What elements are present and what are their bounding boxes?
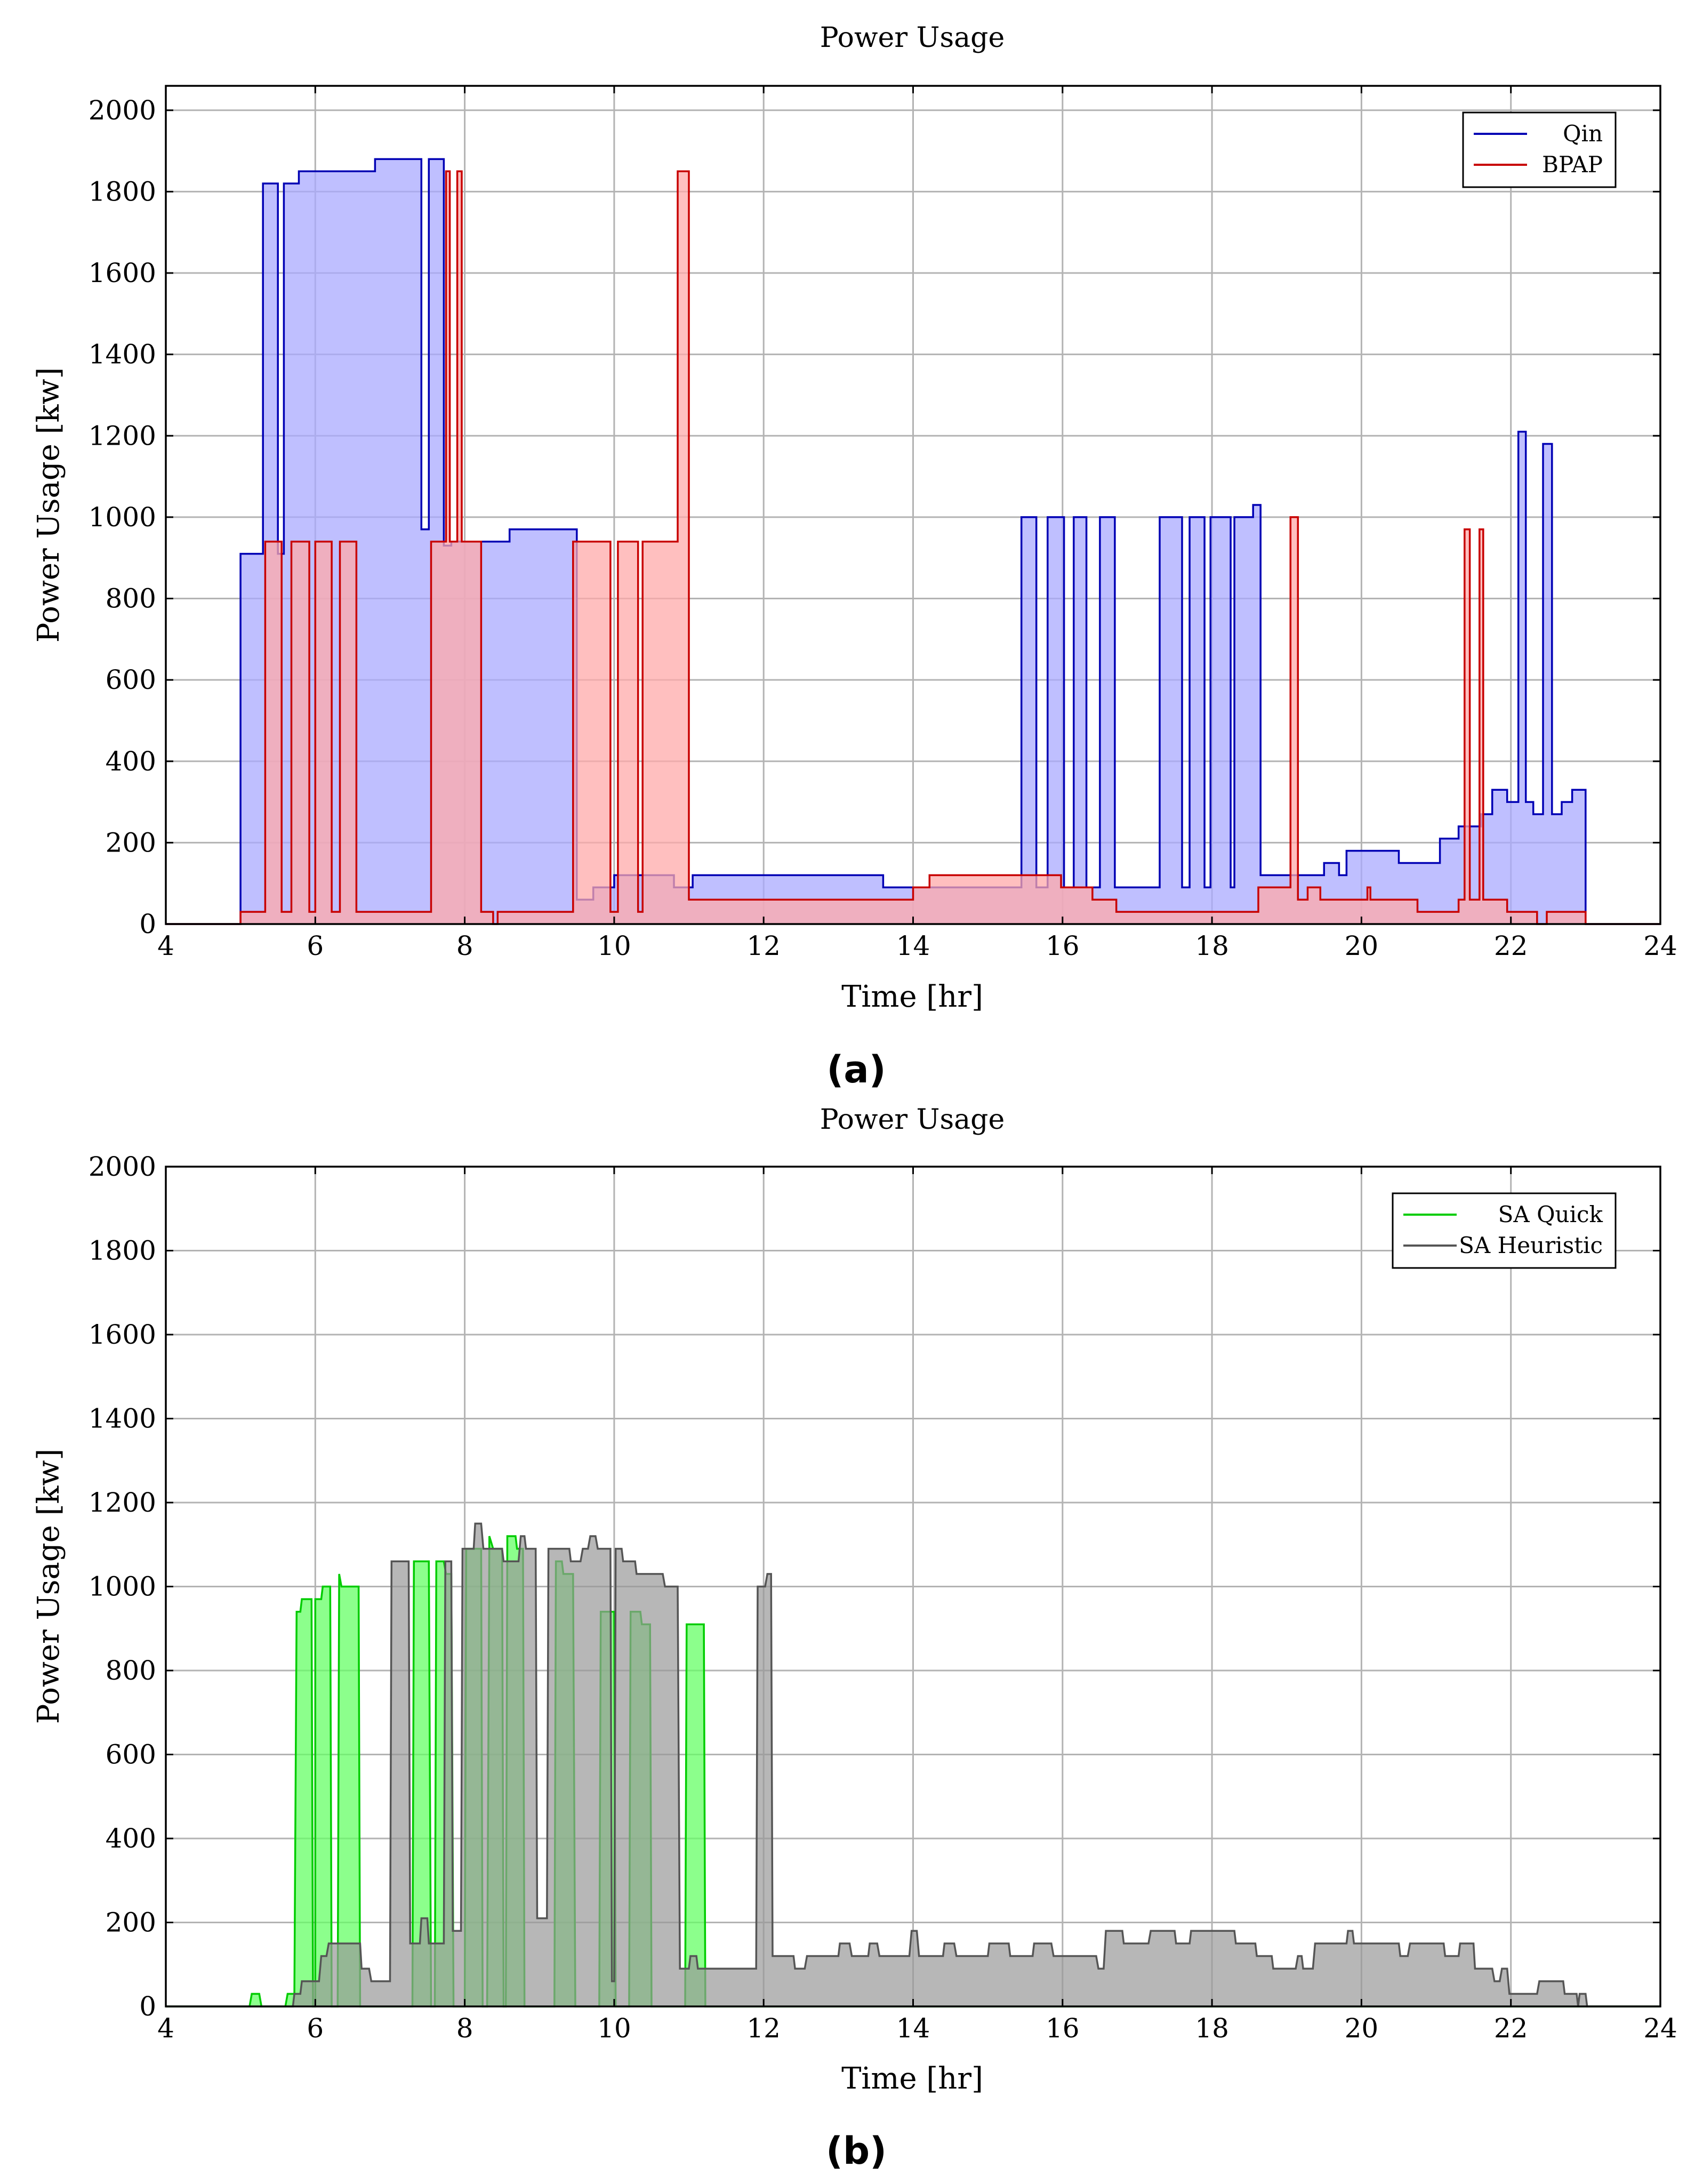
x-tick-label: 4	[157, 2013, 174, 2044]
legend: SA Quick SA Heuristic	[1392, 1192, 1617, 1269]
y-tick-label: 600	[106, 1739, 156, 1770]
legend-label: Qin	[1563, 121, 1603, 147]
chart-panel-a: Power Usage 4 6 8 10 12 14 16 18 20 22 24 0 200 400 60…	[31, 22, 1677, 1091]
x-tick-label: 6	[307, 2013, 324, 2044]
y-tick-label: 1000	[89, 1571, 156, 1602]
x-axis-label: Time [hr]	[841, 2061, 983, 2096]
x-tick-label: 10	[597, 2013, 631, 2044]
x-tick-label: 18	[1195, 2013, 1229, 2044]
legend-box	[1392, 1192, 1617, 1269]
x-tick-label: 24	[1643, 2013, 1677, 2044]
y-tick-label: 1400	[89, 339, 156, 370]
x-tick-label: 10	[597, 930, 631, 961]
legend-label: BPAP	[1542, 151, 1603, 178]
x-tick-label: 8	[456, 930, 473, 961]
series-line-0	[166, 158, 1660, 925]
x-tick-label: 16	[1046, 930, 1080, 961]
legend-label: SA Quick	[1498, 1201, 1603, 1227]
y-tick-label: 800	[106, 1655, 156, 1686]
y-tick-label: 1800	[89, 176, 156, 207]
y-tick-label: 0	[139, 909, 156, 940]
series-area-0	[166, 159, 1660, 924]
caption-b: (b)	[826, 2129, 887, 2173]
legend-box	[1462, 111, 1617, 188]
y-tick-label: 800	[106, 583, 156, 614]
chart-panel-b: Power Usage 4 6 8 10 12 14 16 18 20 22 24 0 200 400 60…	[31, 1104, 1677, 2173]
y-tick-label: 1000	[89, 502, 156, 533]
y-tick-label: 2000	[89, 1151, 156, 1182]
y-tick-label: 0	[139, 1991, 156, 2022]
x-tick-label: 16	[1046, 2013, 1080, 2044]
legend: Qin BPAP	[1462, 111, 1617, 188]
x-tick-label: 24	[1643, 930, 1677, 961]
x-tick-label: 12	[746, 2013, 781, 2044]
x-tick-label: 6	[307, 930, 324, 961]
x-tick-label: 14	[896, 930, 930, 961]
y-axis-label: Power Usage [kw]	[31, 367, 66, 643]
y-tick-label: 600	[106, 664, 156, 695]
y-tick-label: 1800	[89, 1235, 156, 1266]
series-line-1	[166, 170, 1660, 925]
series-layer	[166, 158, 1660, 925]
y-tick-label: 2000	[89, 95, 156, 126]
x-tick-label: 22	[1494, 930, 1528, 961]
series-line-1	[166, 1522, 1660, 2008]
y-tick-label: 1400	[89, 1403, 156, 1434]
y-tick-label: 200	[106, 827, 156, 858]
caption-a: (a)	[826, 1048, 886, 1091]
chart-title: Power Usage	[820, 1104, 1005, 1136]
x-tick-label: 20	[1345, 2013, 1379, 2044]
y-tick-label: 1600	[89, 1319, 156, 1350]
y-tick-label: 400	[106, 746, 156, 777]
chart-title: Power Usage	[820, 22, 1005, 54]
y-tick-label: 200	[106, 1907, 156, 1938]
x-tick-label: 12	[746, 930, 781, 961]
x-tick-label: 4	[157, 930, 174, 961]
x-tick-label: 22	[1494, 2013, 1528, 2044]
y-tick-label: 400	[106, 1823, 156, 1854]
axis-ticks: 4 6 8 10 12 14 16 18 20 22 24 0 200 400 600 800 1000 1200…	[89, 86, 1677, 961]
x-tick-label: 18	[1195, 930, 1229, 961]
y-tick-label: 1200	[89, 1487, 156, 1518]
y-tick-label: 1600	[89, 258, 156, 288]
x-tick-label: 8	[456, 2013, 473, 2044]
series-layer	[166, 1522, 1660, 2008]
axis-ticks: 4 6 8 10 12 14 16 18 20 22 24 0 200 400 600 800 1000 1200…	[89, 1151, 1677, 2044]
x-tick-label: 14	[896, 2013, 930, 2044]
y-axis-label: Power Usage [kw]	[31, 1449, 66, 1724]
x-tick-label: 20	[1345, 930, 1379, 961]
series-area-1	[166, 1523, 1660, 2006]
legend-label: SA Heuristic	[1459, 1232, 1603, 1258]
y-tick-label: 1200	[89, 420, 156, 451]
x-axis-label: Time [hr]	[841, 979, 983, 1014]
